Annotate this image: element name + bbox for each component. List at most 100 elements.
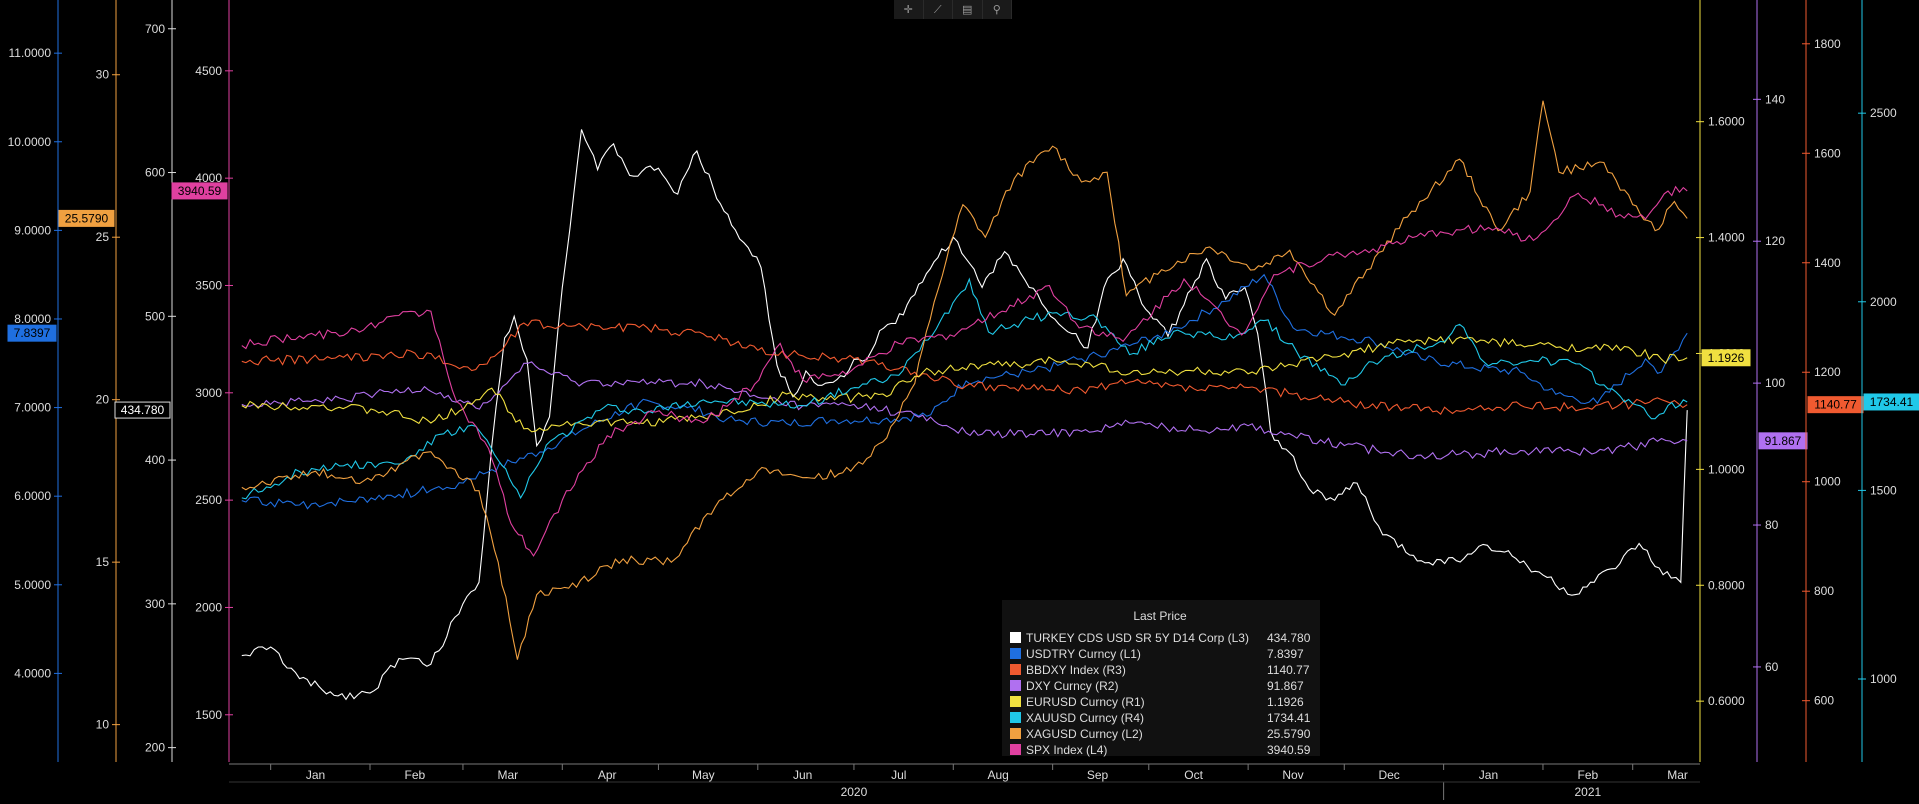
- tick-label: 60: [1765, 660, 1779, 674]
- x-tick-label: Aug: [987, 768, 1008, 782]
- tick-label: 800: [1814, 584, 1834, 598]
- legend-entry: EURUSD Curncy (R1) 1.1926: [1010, 695, 1304, 709]
- legend-entry: XAGUSD Curncy (L2) 25.5790: [1010, 727, 1311, 741]
- legend-label: XAUUSD Curncy (R4): [1026, 711, 1144, 725]
- last-value-tag-L1: 7.8397: [7, 324, 57, 342]
- x-tick-label: Nov: [1282, 768, 1303, 782]
- series-line-L3: [241, 129, 1688, 701]
- axis-L3: 200 300 400 500 600 700 434.780: [114, 0, 176, 762]
- x-tick-label: Mar: [497, 768, 518, 782]
- tick-label: 1.6000: [1708, 115, 1745, 129]
- legend-swatch: [1010, 648, 1021, 659]
- axis-R1: 0.60000.80001.00001.20001.40001.60001.19…: [1696, 0, 1751, 762]
- tick-label: 3000: [195, 386, 222, 400]
- tick-label: 6.0000: [14, 489, 51, 503]
- tick-label: 600: [1814, 694, 1834, 708]
- x-tick-label: Sep: [1087, 768, 1109, 782]
- tick-label: 1200: [1814, 365, 1841, 379]
- annotate-icon[interactable]: ▤: [953, 0, 983, 19]
- axis-R4: 1000 1500 2000 2500 1734.41: [1858, 0, 1919, 762]
- tick-label: 1000: [1814, 475, 1841, 489]
- tick-label: 4000: [195, 171, 222, 185]
- legend-label: USDTRY Curncy (L1): [1026, 647, 1141, 661]
- tick-label: 10.0000: [8, 135, 52, 149]
- legend-box: [1002, 600, 1320, 756]
- legend-swatch: [1010, 728, 1021, 739]
- tick-label: 2000: [195, 600, 222, 614]
- last-value-text: 434.780: [121, 403, 165, 417]
- legend-label: EURUSD Curncy (R1): [1026, 695, 1145, 709]
- last-value-tag-R3: 1140.77: [1807, 396, 1864, 414]
- legend-swatch: [1010, 680, 1021, 691]
- tick-label: 25: [96, 230, 110, 244]
- series-group: [241, 100, 1688, 701]
- legend-value: 3940.59: [1267, 743, 1311, 757]
- legend-value: 25.5790: [1267, 727, 1311, 741]
- tick-label: 100: [1765, 376, 1785, 390]
- last-value-text: 25.5790: [65, 211, 109, 225]
- tick-label: 1600: [1814, 146, 1841, 160]
- series-line-R4: [241, 277, 1688, 500]
- tick-label: 1000: [1870, 672, 1897, 686]
- tick-label: 1.0000: [1708, 462, 1745, 476]
- series-line-R2: [241, 361, 1688, 460]
- tick-label: 4.0000: [14, 666, 51, 680]
- legend-entry: XAUUSD Curncy (R4) 1734.41: [1010, 711, 1311, 725]
- tick-label: 80: [1765, 518, 1779, 532]
- last-value-text: 7.8397: [14, 326, 51, 340]
- tick-label: 1400: [1814, 256, 1841, 270]
- last-value-tag-L3: 434.780: [114, 401, 171, 419]
- legend-value: 7.8397: [1267, 647, 1304, 661]
- x-tick-label: Feb: [1577, 768, 1598, 782]
- tick-label: 15: [96, 555, 110, 569]
- tick-label: 2000: [1870, 295, 1897, 309]
- legend-value: 1140.77: [1267, 663, 1310, 677]
- legend-label: SPX Index (L4): [1026, 743, 1107, 757]
- legend: Last Price TURKEY CDS USD SR 5Y D14 Corp …: [1002, 600, 1320, 757]
- x-tick-label: Dec: [1378, 768, 1399, 782]
- tick-label: 3500: [195, 278, 222, 292]
- legend-entry: BBDXY Index (R3) 1140.77: [1010, 663, 1310, 677]
- tick-label: 120: [1765, 234, 1785, 248]
- x-tick-label: Jan: [1479, 768, 1498, 782]
- legend-swatch: [1010, 696, 1021, 707]
- legend-value: 434.780: [1267, 631, 1311, 645]
- tick-label: 1800: [1814, 37, 1841, 51]
- zoom-icon[interactable]: ⚲: [983, 0, 1012, 19]
- last-value-tag-L2: 25.5790: [58, 209, 115, 227]
- tick-label: 600: [145, 166, 165, 180]
- tick-label: 700: [145, 22, 165, 36]
- x-tick-label: Jun: [793, 768, 812, 782]
- x-tick-label: Feb: [405, 768, 426, 782]
- legend-swatch: [1010, 664, 1021, 675]
- x-tick-label: May: [692, 768, 715, 782]
- crosshair-icon[interactable]: ✛: [894, 0, 924, 19]
- legend-entry: SPX Index (L4) 3940.59: [1010, 743, 1311, 757]
- last-value-tag-R4: 1734.41: [1863, 393, 1919, 411]
- tick-label: 30: [96, 68, 110, 82]
- legend-entry: TURKEY CDS USD SR 5Y D14 Corp (L3) 434.78…: [1010, 631, 1311, 645]
- draw-line-icon[interactable]: ⟋: [924, 0, 953, 19]
- series-line-L4: [241, 185, 1688, 557]
- x-tick-label: Apr: [598, 768, 617, 782]
- legend-title: Last Price: [1133, 609, 1187, 623]
- tick-label: 9.0000: [14, 223, 51, 237]
- x-tick-label: Mar: [1667, 768, 1688, 782]
- last-value-tag-R1: 1.1926: [1701, 349, 1751, 367]
- legend-value: 1734.41: [1267, 711, 1311, 725]
- last-value-text: 1.1926: [1708, 351, 1745, 365]
- tick-label: 2500: [1870, 106, 1897, 120]
- year-label: 2021: [1574, 785, 1601, 799]
- tick-label: 2500: [195, 493, 222, 507]
- legend-swatch: [1010, 744, 1021, 755]
- tick-label: 300: [145, 597, 165, 611]
- tick-label: 1.4000: [1708, 231, 1745, 245]
- last-value-text: 1734.41: [1870, 395, 1914, 409]
- series-line-R3: [241, 319, 1688, 416]
- legend-entry: DXY Curncy (R2) 91.867: [1010, 679, 1304, 693]
- legend-label: TURKEY CDS USD SR 5Y D14 Corp (L3): [1026, 631, 1249, 645]
- tick-label: 8.0000: [14, 312, 51, 326]
- axis-L2: 10 15 20 25 30 25.5790: [58, 0, 120, 762]
- legend-swatch: [1010, 712, 1021, 723]
